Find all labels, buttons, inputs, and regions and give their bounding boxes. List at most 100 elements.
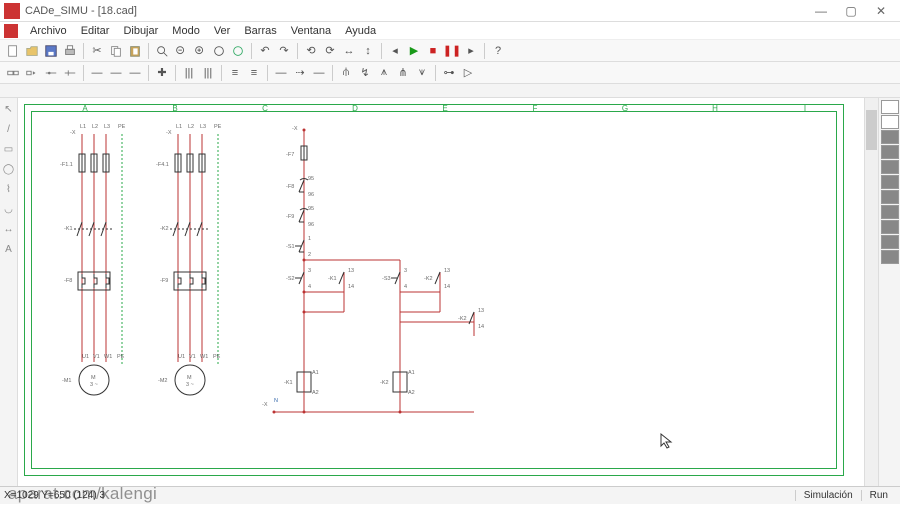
zoom-out-button[interactable] (172, 42, 190, 60)
polyline-tool[interactable]: ⌇ (2, 182, 16, 196)
play-button[interactable]: ▶ (405, 42, 423, 60)
rotate-left-button[interactable]: ⟲ (302, 42, 320, 60)
zoom-pan-button[interactable] (229, 42, 247, 60)
paste-button[interactable] (126, 42, 144, 60)
window-controls: — ▢ ✕ (806, 1, 896, 21)
svg-text:L3: L3 (104, 124, 110, 130)
minimize-button[interactable]: — (806, 1, 836, 21)
work-area: ↖ / ▭ ◯ ⌇ ◡ ↔ A A B C D E F G H I L1L2L3… (0, 98, 900, 486)
palette-11[interactable] (881, 250, 899, 264)
dim-tool[interactable]: ↔ (2, 222, 16, 236)
svg-text:-S2: -S2 (286, 276, 295, 282)
maximize-button[interactable]: ▢ (836, 1, 866, 21)
step-fwd-button[interactable]: ▸ (462, 42, 480, 60)
wire-v-button[interactable]: — (107, 64, 125, 82)
menu-dibujar[interactable]: Dibujar (117, 24, 164, 38)
rect-tool[interactable]: ▭ (2, 142, 16, 156)
grp3-a[interactable]: ||| (180, 64, 198, 82)
svg-text:A2: A2 (408, 390, 415, 396)
menu-archivo[interactable]: Archivo (24, 24, 73, 38)
cursor-icon (658, 432, 676, 450)
sym-02[interactable] (23, 64, 41, 82)
grp3-b[interactable]: ||| (199, 64, 217, 82)
svg-text:-F9: -F9 (286, 214, 294, 220)
comp-c[interactable]: ⩚ (375, 64, 393, 82)
palette-4[interactable] (881, 145, 899, 159)
status-mode[interactable]: Simulación (795, 490, 861, 501)
copy-button[interactable] (107, 42, 125, 60)
end-b[interactable]: ▷ (459, 64, 477, 82)
new-button[interactable] (4, 42, 22, 60)
palette-3[interactable] (881, 130, 899, 144)
zoom-in-button[interactable] (191, 42, 209, 60)
circle-tool[interactable]: ◯ (2, 162, 16, 176)
menu-barras[interactable]: Barras (238, 24, 282, 38)
redo-button[interactable]: ↷ (275, 42, 293, 60)
palette-5[interactable] (881, 160, 899, 174)
zoom-extents-button[interactable] (210, 42, 228, 60)
comp-b[interactable]: ↯ (356, 64, 374, 82)
palette-2[interactable] (881, 115, 899, 129)
list-b[interactable]: ≡ (245, 64, 263, 82)
open-button[interactable] (23, 42, 41, 60)
svg-text:3 ~: 3 ~ (186, 382, 194, 388)
sym-03[interactable] (42, 64, 60, 82)
print-button[interactable] (61, 42, 79, 60)
svg-text:W1: W1 (104, 354, 112, 360)
sym-04[interactable] (61, 64, 79, 82)
rotate-right-button[interactable]: ⟳ (321, 42, 339, 60)
pause-button[interactable]: ❚❚ (443, 42, 461, 60)
palette-9[interactable] (881, 220, 899, 234)
close-button[interactable]: ✕ (866, 1, 896, 21)
palette-7[interactable] (881, 190, 899, 204)
svg-text:14: 14 (348, 284, 354, 290)
sym-01[interactable] (4, 64, 22, 82)
menu-ver[interactable]: Ver (208, 24, 237, 38)
palette-10[interactable] (881, 235, 899, 249)
dash-b[interactable]: ⇢ (291, 64, 309, 82)
node-button[interactable]: ✚ (153, 64, 171, 82)
status-run[interactable]: Run (861, 490, 896, 501)
arc-tool[interactable]: ◡ (2, 202, 16, 216)
undo-button[interactable]: ↶ (256, 42, 274, 60)
save-button[interactable] (42, 42, 60, 60)
text-tool[interactable]: A (2, 242, 16, 256)
svg-text:W1: W1 (200, 354, 208, 360)
wire-h-button[interactable]: — (88, 64, 106, 82)
vertical-scrollbar[interactable] (864, 98, 878, 486)
dash-a[interactable]: — (272, 64, 290, 82)
list-a[interactable]: ≡ (226, 64, 244, 82)
toolbar-symbols: — — — ✚ ||| ||| ≡ ≡ — ⇢ — ⫛ ↯ ⩚ ⋔ ⩛ ⊶ ▷ (0, 62, 900, 84)
step-back-button[interactable]: ◂ (386, 42, 404, 60)
line-tool[interactable]: / (2, 122, 16, 136)
wire-d-button[interactable]: — (126, 64, 144, 82)
end-a[interactable]: ⊶ (440, 64, 458, 82)
palette-6[interactable] (881, 175, 899, 189)
stop-button[interactable]: ■ (424, 42, 442, 60)
palette-8[interactable] (881, 205, 899, 219)
cut-button[interactable]: ✂ (88, 42, 106, 60)
svg-text:-K1: -K1 (328, 276, 337, 282)
svg-text:13: 13 (478, 308, 484, 314)
menu-editar[interactable]: Editar (75, 24, 116, 38)
svg-text:L2: L2 (92, 124, 98, 130)
palette-1[interactable] (881, 100, 899, 114)
comp-a[interactable]: ⫛ (337, 64, 355, 82)
comp-d[interactable]: ⋔ (394, 64, 412, 82)
menu-ventana[interactable]: Ventana (285, 24, 337, 38)
menu-modo[interactable]: Modo (166, 24, 206, 38)
pointer-tool[interactable]: ↖ (2, 102, 16, 116)
svg-text:U1: U1 (82, 354, 89, 360)
help-button[interactable]: ? (489, 42, 507, 60)
canvas[interactable]: A B C D E F G H I L1L2L3PE -X (18, 98, 864, 486)
menu-ayuda[interactable]: Ayuda (339, 24, 382, 38)
zoom-window-button[interactable] (153, 42, 171, 60)
comp-e[interactable]: ⩛ (413, 64, 431, 82)
dash-c[interactable]: — (310, 64, 328, 82)
mirror-h-button[interactable]: ↔ (340, 42, 358, 60)
svg-text:-X: -X (262, 402, 268, 408)
mirror-v-button[interactable]: ↕ (359, 42, 377, 60)
svg-text:-F1.1: -F1.1 (60, 162, 73, 168)
svg-text:N: N (274, 398, 278, 404)
svg-text:V1: V1 (189, 354, 196, 360)
